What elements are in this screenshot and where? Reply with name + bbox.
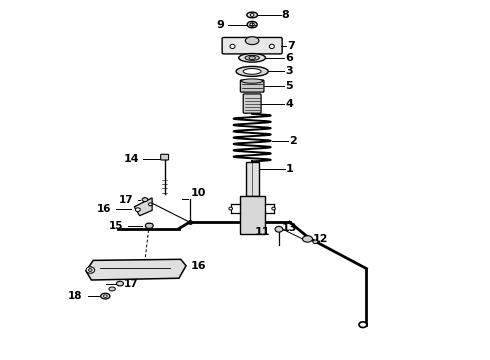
Ellipse shape: [86, 267, 95, 273]
Text: 5: 5: [285, 81, 293, 91]
Ellipse shape: [270, 44, 274, 49]
Text: 13: 13: [282, 222, 297, 233]
Ellipse shape: [109, 287, 115, 291]
Ellipse shape: [117, 281, 123, 286]
Ellipse shape: [245, 55, 259, 60]
FancyBboxPatch shape: [222, 37, 282, 54]
Ellipse shape: [239, 54, 266, 62]
Text: 6: 6: [285, 53, 293, 63]
Text: 7: 7: [287, 41, 295, 51]
Text: 3: 3: [285, 66, 293, 76]
Text: 4: 4: [285, 99, 293, 109]
Text: 17: 17: [119, 195, 133, 204]
Ellipse shape: [89, 269, 92, 271]
Ellipse shape: [243, 68, 261, 74]
Bar: [240, 196, 265, 234]
Ellipse shape: [249, 56, 255, 60]
FancyBboxPatch shape: [161, 154, 169, 160]
Text: 18: 18: [68, 291, 82, 301]
Text: 14: 14: [123, 154, 139, 163]
Text: 11: 11: [254, 227, 270, 237]
Ellipse shape: [148, 203, 152, 206]
Ellipse shape: [247, 12, 258, 18]
Text: 2: 2: [289, 136, 296, 146]
Ellipse shape: [135, 208, 140, 211]
Ellipse shape: [103, 295, 107, 297]
Ellipse shape: [245, 37, 259, 45]
Text: 16: 16: [97, 203, 112, 213]
Ellipse shape: [142, 198, 148, 202]
Ellipse shape: [236, 66, 268, 76]
Bar: [245, 162, 259, 196]
Text: 9: 9: [217, 19, 224, 30]
Ellipse shape: [230, 44, 235, 49]
Ellipse shape: [302, 236, 313, 242]
Ellipse shape: [250, 14, 254, 17]
FancyBboxPatch shape: [243, 94, 261, 113]
Text: 17: 17: [124, 279, 139, 289]
Ellipse shape: [313, 240, 318, 244]
Polygon shape: [86, 259, 186, 280]
Ellipse shape: [146, 223, 153, 228]
Ellipse shape: [250, 23, 254, 26]
Text: 1: 1: [286, 164, 294, 174]
Ellipse shape: [275, 226, 283, 232]
Polygon shape: [134, 198, 152, 216]
Ellipse shape: [359, 322, 367, 328]
Text: 10: 10: [191, 188, 206, 198]
FancyBboxPatch shape: [241, 80, 264, 92]
Text: 15: 15: [109, 221, 123, 231]
Ellipse shape: [242, 79, 263, 83]
Text: 12: 12: [313, 234, 328, 244]
Ellipse shape: [100, 293, 110, 299]
Text: 8: 8: [281, 10, 289, 20]
Ellipse shape: [229, 207, 232, 210]
Ellipse shape: [272, 207, 275, 210]
Ellipse shape: [247, 21, 257, 28]
Text: 16: 16: [190, 261, 206, 271]
